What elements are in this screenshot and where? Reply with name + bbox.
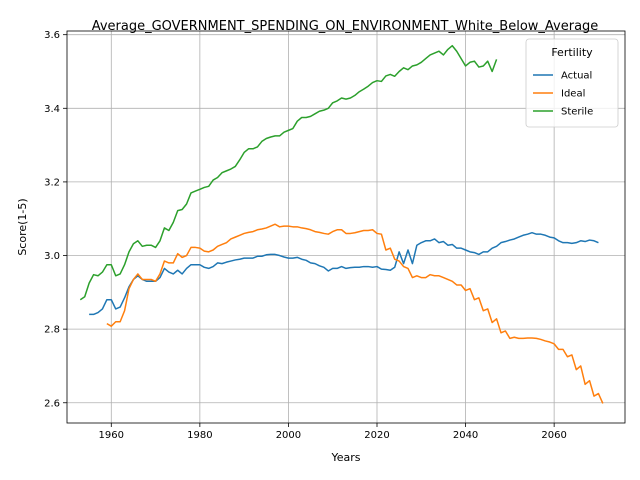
x-tick-label: 2000 [276, 430, 301, 441]
plot-frame [66, 30, 626, 424]
chart-title: Average_GOVERNMENT_SPENDING_ON_ENVIRONME… [92, 19, 599, 34]
y-axis-label: Score(1-5) [16, 198, 29, 255]
y-tick-label: 2.8 [44, 325, 60, 336]
legend-label-actual: Actual [561, 71, 592, 82]
x-tick-label: 2060 [541, 430, 566, 441]
y-tick-label: 3.0 [44, 251, 60, 262]
series-line-actual [89, 231, 599, 316]
y-tick-label: 3.4 [44, 104, 60, 115]
series-line-sterile [79, 44, 498, 301]
x-tick-label: 2040 [453, 430, 478, 441]
y-tick-label: 3.2 [44, 177, 60, 188]
legend-label-ideal: Ideal [561, 89, 585, 100]
x-axis-label: Years [330, 451, 360, 464]
x-tick-label: 2020 [364, 430, 389, 441]
x-tick-label: 1980 [187, 430, 212, 441]
series-line-ideal [106, 223, 604, 404]
legend-label-sterile: Sterile [561, 107, 593, 118]
axis-ticks: 1960 1980 2000 2020 2040 2060 2.6 2.8 3.0 3.2 3.4 3… [44, 30, 567, 441]
y-tick-label: 2.6 [44, 398, 60, 409]
series-lines [79, 44, 604, 404]
y-tick-label: 3.6 [44, 30, 60, 41]
x-tick-label: 1960 [99, 430, 124, 441]
legend-title: Fertility [551, 46, 593, 59]
legend-box [525, 38, 619, 128]
legend: Fertility Actual Ideal Sterile [525, 38, 619, 128]
